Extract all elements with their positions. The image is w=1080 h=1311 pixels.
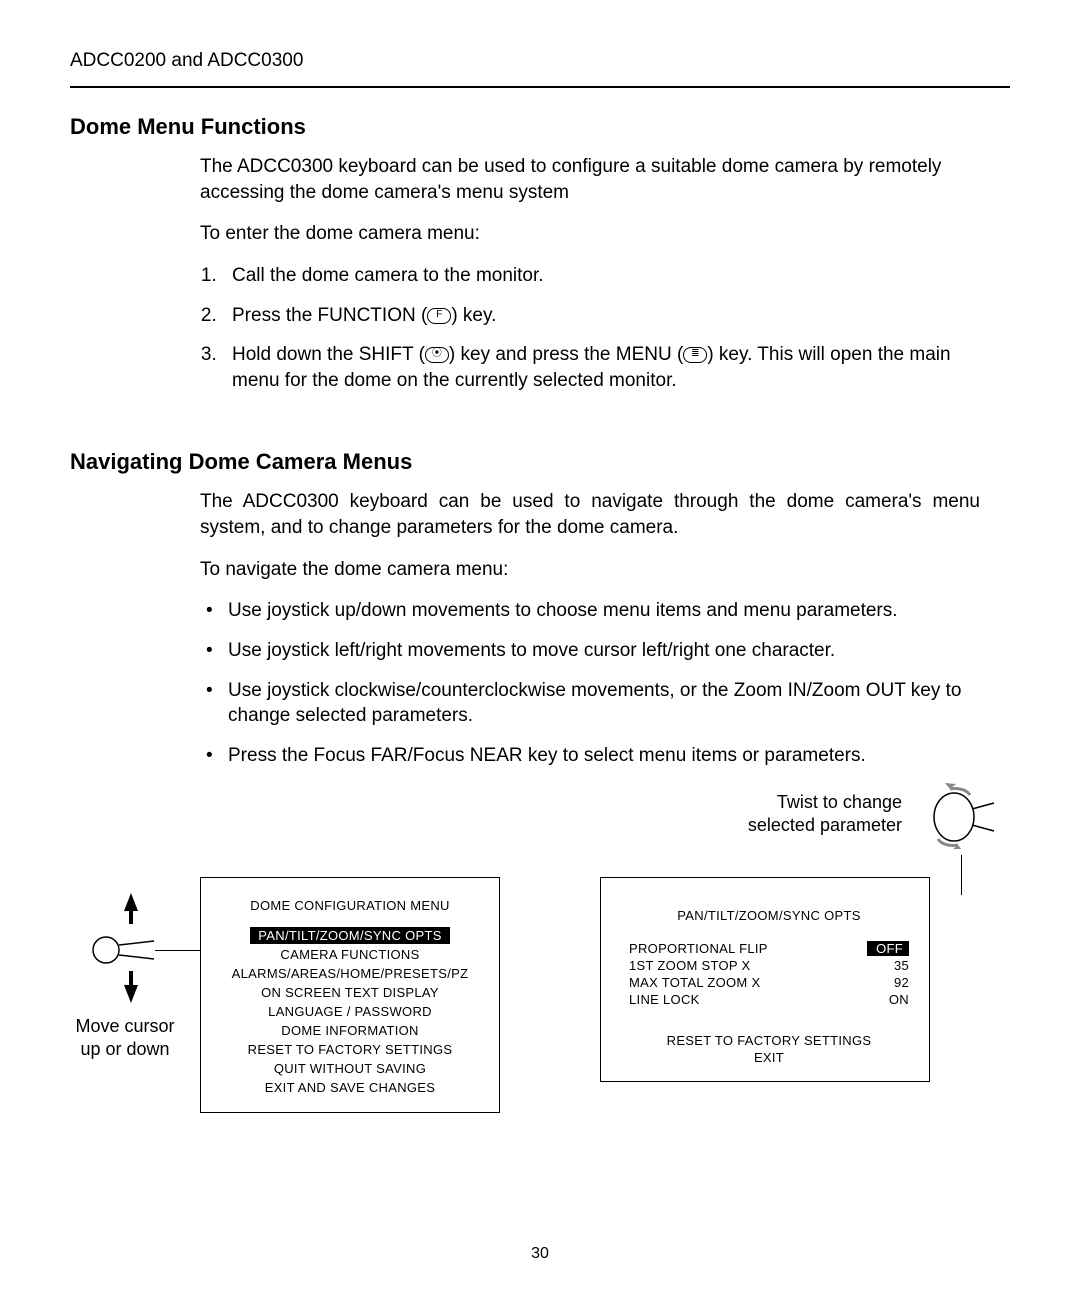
left-menu-item-0: PAN/TILT/ZOOM/SYNC OPTS — [250, 927, 449, 944]
joystick-side-icon — [90, 893, 190, 1013]
left-menu-item-2: ALARMS/AREAS/HOME/PRESETS/PZ — [215, 965, 485, 982]
step-3: Hold down the SHIFT (⦿) key and press th… — [222, 342, 980, 393]
section1-steps: Call the dome camera to the monitor. Pre… — [222, 263, 980, 394]
section2-body: The ADCC0300 keyboard can be used to nav… — [200, 489, 980, 768]
right-menu-row-0: PROPORTIONAL FLIP OFF — [629, 941, 909, 956]
section2-intro: The ADCC0300 keyboard can be used to nav… — [200, 489, 980, 540]
arrow-down-icon — [124, 985, 138, 1003]
twist-label: Twist to change selected parameter — [748, 791, 902, 838]
right-menu-footer: RESET TO FACTORY SETTINGS EXIT — [629, 1033, 909, 1065]
right-menu-row-3: LINE LOCK ON — [629, 992, 909, 1007]
right-footer-2: EXIT — [629, 1050, 909, 1065]
left-menu-item-6: RESET TO FACTORY SETTINGS — [215, 1041, 485, 1058]
left-menu-item-5: DOME INFORMATION — [215, 1022, 485, 1039]
leader-line-side — [155, 950, 200, 951]
menu-key-icon: ≣ — [683, 347, 707, 363]
right-row3-label: LINE LOCK — [629, 992, 700, 1007]
section1-lead: To enter the dome camera menu: — [200, 221, 980, 247]
move-cursor-label: Move cursor up or down — [60, 1015, 190, 1062]
section1-body: The ADCC0300 keyboard can be used to con… — [200, 154, 980, 393]
step-1: Call the dome camera to the monitor. — [222, 263, 980, 289]
move-label-l1: Move cursor — [75, 1016, 174, 1036]
leader-line-top — [961, 855, 962, 895]
step-2b: ) key. — [451, 305, 496, 326]
twist-label-l2: selected parameter — [748, 815, 902, 835]
bullet-2: Use joystick left/right movements to mov… — [200, 638, 980, 664]
section1-intro: The ADCC0300 keyboard can be used to con… — [200, 154, 980, 205]
right-row0-value: OFF — [867, 941, 909, 956]
page-number: 30 — [70, 1245, 1010, 1263]
function-key-icon: F — [427, 308, 451, 324]
left-menu-box: DOME CONFIGURATION MENU PAN/TILT/ZOOM/SY… — [200, 877, 500, 1113]
left-menu-item-7: QUIT WITHOUT SAVING — [215, 1060, 485, 1077]
shift-key-icon: ⦿ — [425, 347, 449, 363]
left-menu-title: DOME CONFIGURATION MENU — [215, 898, 485, 913]
bullet-4: Press the Focus FAR/Focus NEAR key to se… — [200, 743, 980, 769]
page-header: ADCC0200 and ADCC0300 — [70, 50, 1010, 88]
step-3a: Hold down the SHIFT ( — [232, 344, 425, 365]
arrow-up-icon — [124, 893, 138, 911]
right-row1-label: 1ST ZOOM STOP X — [629, 958, 751, 973]
step-2: Press the FUNCTION (F) key. — [222, 303, 980, 329]
right-row1-value: 35 — [867, 958, 909, 973]
section2-bullets: Use joystick up/down movements to choose… — [200, 598, 980, 768]
step-3b: ) key and press the MENU ( — [449, 344, 683, 365]
right-row0-label: PROPORTIONAL FLIP — [629, 941, 768, 956]
right-row2-label: MAX TOTAL ZOOM X — [629, 975, 760, 990]
right-menu-row-1: 1ST ZOOM STOP X 35 — [629, 958, 909, 973]
right-menu-box: PAN/TILT/ZOOM/SYNC OPTS PROPORTIONAL FLI… — [600, 877, 930, 1082]
step-2a: Press the FUNCTION ( — [232, 305, 427, 326]
left-menu-item-4: LANGUAGE / PASSWORD — [215, 1003, 485, 1020]
section2-lead: To navigate the dome camera menu: — [200, 557, 980, 583]
bullet-1: Use joystick up/down movements to choose… — [200, 598, 980, 624]
right-menu-row-2: MAX TOTAL ZOOM X 92 — [629, 975, 909, 990]
move-label-l2: up or down — [80, 1039, 169, 1059]
left-menu-item-3: ON SCREEN TEXT DISPLAY — [215, 984, 485, 1001]
diagram: Twist to change selected parameter Move … — [70, 785, 1010, 1125]
right-menu-title: PAN/TILT/ZOOM/SYNC OPTS — [629, 908, 909, 923]
joystick-top-icon — [914, 777, 1010, 849]
section2-title: Navigating Dome Camera Menus — [70, 449, 1010, 475]
bullet-3: Use joystick clockwise/counterclockwise … — [200, 678, 980, 729]
right-footer-1: RESET TO FACTORY SETTINGS — [629, 1033, 909, 1048]
left-menu-item-1: CAMERA FUNCTIONS — [215, 946, 485, 963]
right-row3-value: ON — [867, 992, 909, 1007]
right-row2-value: 92 — [867, 975, 909, 990]
section1-title: Dome Menu Functions — [70, 114, 1010, 140]
left-menu-item-8: EXIT AND SAVE CHANGES — [215, 1079, 485, 1096]
twist-label-l1: Twist to change — [777, 792, 902, 812]
